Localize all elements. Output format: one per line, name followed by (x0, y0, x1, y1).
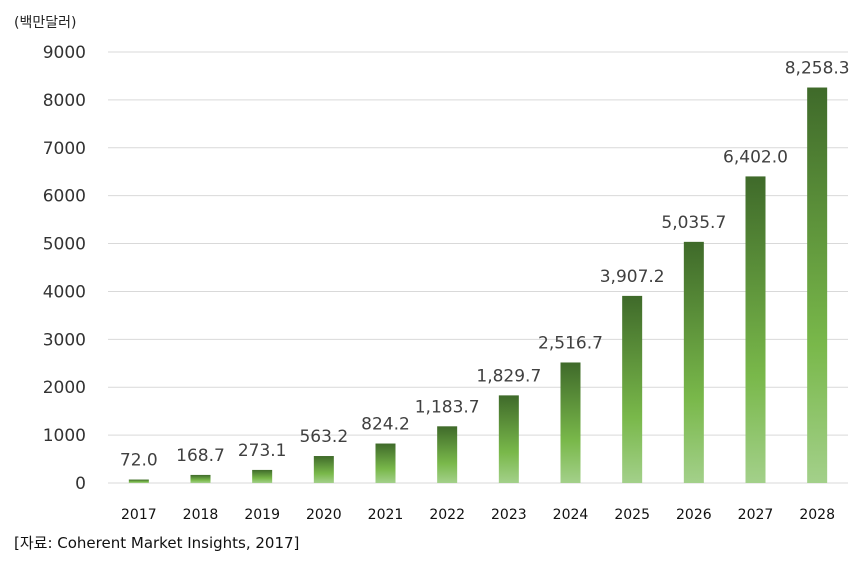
y-tick-label: 2000 (43, 378, 86, 398)
bar-2026 (683, 241, 704, 483)
bar-2020 (313, 456, 334, 483)
x-tick-label: 2017 (121, 507, 157, 523)
y-tick-label: 5000 (43, 235, 86, 255)
bars (128, 87, 828, 483)
x-tick-label: 2019 (244, 507, 280, 523)
y-tick-label: 6000 (43, 187, 86, 207)
y-tick-label: 4000 (43, 282, 86, 302)
x-tick-label: 2018 (183, 507, 219, 523)
x-tick-label: 2025 (614, 507, 650, 523)
bar-2024 (560, 362, 581, 483)
bar-2019 (252, 469, 273, 483)
bar-2017 (128, 479, 149, 483)
bar-2028 (807, 87, 828, 483)
x-tick-label: 2028 (799, 507, 835, 523)
data-label-2026: 5,035.7 (661, 213, 726, 233)
x-tick-label: 2027 (738, 507, 774, 523)
bar-2023 (498, 395, 519, 483)
data-label-2022: 1,183.7 (415, 397, 480, 417)
y-tick-label: 8000 (43, 91, 86, 111)
x-tick-label: 2024 (553, 507, 589, 523)
x-tick-label: 2020 (306, 507, 342, 523)
data-labels: 72.0 168.7 273.1 563.2 824.21,183.7 1,829.7 2,… (120, 59, 850, 471)
unit-label: (백만달러) (14, 15, 77, 31)
bar-2022 (437, 426, 458, 483)
data-label-2019: 273.1 (238, 441, 287, 461)
x-tick-label: 2023 (491, 507, 527, 523)
data-label-2024: 2,516.7 (538, 333, 603, 353)
data-label-2020: 563.2 (299, 427, 348, 447)
x-tick-label: 2026 (676, 507, 712, 523)
x-tick-label: 2022 (429, 507, 465, 523)
data-label-2028: 8,258.3 (785, 59, 850, 79)
y-tick-label: 1000 (43, 426, 86, 446)
x-tick-label: 2021 (368, 507, 404, 523)
y-axis: 0 1000 2000 3000 4000 5000 6000 7000 8000 9000 (43, 43, 86, 494)
bar-2027 (745, 176, 766, 483)
data-label-2027: 6,402.0 (723, 147, 788, 167)
y-tick-label: 9000 (43, 43, 86, 63)
bar-2025 (622, 295, 643, 483)
data-label-2018: 168.7 (176, 446, 225, 466)
y-tick-label: 7000 (43, 139, 86, 159)
x-axis: 2017 2018 2019 2020 2021 2022 2023 2024 2025 2026… (121, 507, 835, 523)
source-caption: [자료: Coherent Market Insights, 2017] (14, 534, 300, 552)
data-label-2023: 1,829.7 (476, 366, 541, 386)
y-tick-label: 0 (75, 474, 86, 494)
gridlines (108, 51, 848, 484)
bar-2018 (190, 474, 211, 483)
y-tick-label: 3000 (43, 330, 86, 350)
data-label-2021: 824.2 (361, 415, 410, 435)
data-label-2025: 3,907.2 (600, 267, 665, 287)
bar-2021 (375, 443, 396, 483)
data-label-2017: 72.0 (120, 451, 158, 471)
